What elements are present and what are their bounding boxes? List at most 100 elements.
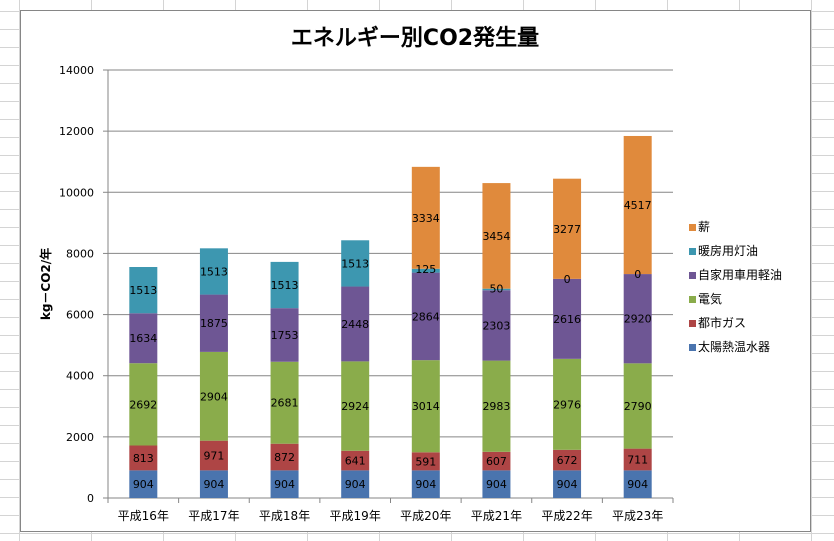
bar-segment bbox=[341, 240, 370, 287]
data-label: 3454 bbox=[482, 230, 510, 243]
data-label: 3014 bbox=[412, 400, 440, 413]
data-label: 3334 bbox=[412, 212, 440, 225]
data-label: 2448 bbox=[341, 318, 369, 331]
bar-segment bbox=[199, 294, 228, 352]
bars bbox=[129, 135, 652, 498]
bar-segment bbox=[553, 470, 582, 498]
y-axis-label: kg－CO2/年 bbox=[38, 248, 53, 320]
y-tick-label: 6000 bbox=[66, 309, 94, 322]
y-tick-label: 2000 bbox=[66, 431, 94, 444]
data-label: 904 bbox=[345, 478, 366, 491]
data-label: 1513 bbox=[271, 279, 299, 292]
bar-segment bbox=[482, 288, 511, 291]
bar-segment bbox=[199, 248, 228, 295]
x-tick-label: 平成23年 bbox=[612, 509, 663, 523]
bar-segment bbox=[129, 470, 158, 498]
data-label: 904 bbox=[557, 478, 578, 491]
bar-segment bbox=[270, 443, 299, 471]
gridlines bbox=[108, 69, 673, 438]
bar-segment bbox=[270, 361, 299, 444]
data-label: 1753 bbox=[271, 329, 299, 342]
legend-label: 都市ガス bbox=[698, 315, 746, 330]
data-label: 50 bbox=[489, 283, 503, 296]
data-label: 813 bbox=[133, 452, 154, 465]
data-label: 2924 bbox=[341, 400, 369, 413]
chart-frame[interactable]: エネルギー別CO2発生量 0 2000 4000 6000 8000 10000 12000… bbox=[20, 10, 811, 532]
y-axis: 0 2000 4000 6000 8000 10000 12000 14000 bbox=[59, 64, 109, 505]
data-label: 591 bbox=[415, 455, 436, 468]
legend-label: 太陽熱温水器 bbox=[698, 339, 770, 354]
data-label: 125 bbox=[415, 263, 436, 276]
bar-segment bbox=[129, 363, 158, 446]
legend-swatch bbox=[689, 344, 696, 351]
bar-segment bbox=[623, 363, 652, 449]
legend-swatch bbox=[689, 296, 696, 303]
data-label: 1513 bbox=[200, 265, 228, 278]
data-label: 2616 bbox=[553, 313, 581, 326]
data-label: 672 bbox=[557, 454, 578, 467]
chart-svg: エネルギー別CO2発生量 0 2000 4000 6000 8000 10000 12000… bbox=[38, 26, 782, 523]
legend-swatch bbox=[689, 248, 696, 255]
data-label: 2864 bbox=[412, 310, 440, 323]
data-label: 1875 bbox=[200, 317, 228, 330]
data-label: 2920 bbox=[624, 313, 652, 326]
data-label: 1513 bbox=[129, 284, 157, 297]
bar-segment bbox=[411, 272, 440, 361]
y-tick-label: 8000 bbox=[66, 247, 94, 260]
bar-segment bbox=[341, 361, 370, 451]
bar-segment bbox=[482, 360, 511, 452]
data-label: 971 bbox=[203, 450, 224, 463]
legend-label: 薪 bbox=[698, 220, 710, 234]
y-tick-label: 14000 bbox=[59, 64, 94, 77]
bar-segment bbox=[411, 470, 440, 498]
bar-segment bbox=[623, 135, 652, 275]
data-label: 2692 bbox=[129, 398, 157, 411]
bar-segment bbox=[482, 290, 511, 361]
data-label: 872 bbox=[274, 451, 295, 464]
y-tick-label: 12000 bbox=[59, 125, 94, 138]
bar-segment bbox=[270, 261, 299, 309]
data-label: 0 bbox=[564, 273, 571, 286]
x-tick-label: 平成20年 bbox=[400, 509, 451, 523]
bar-segment bbox=[270, 308, 299, 362]
data-label: 2303 bbox=[482, 319, 510, 332]
x-tick-label: 平成18年 bbox=[259, 509, 310, 523]
legend-label: 電気 bbox=[698, 291, 722, 306]
bar-segment bbox=[341, 470, 370, 498]
bar-segment bbox=[270, 470, 299, 498]
data-label: 2983 bbox=[482, 400, 510, 413]
data-label: 904 bbox=[203, 478, 224, 491]
bar-segment bbox=[341, 286, 370, 362]
bar-segment bbox=[199, 351, 228, 441]
data-label: 2904 bbox=[200, 390, 228, 403]
bar-segment bbox=[199, 440, 228, 471]
legend-swatch bbox=[689, 320, 696, 327]
bar-segment bbox=[129, 267, 158, 314]
data-label: 1634 bbox=[129, 332, 157, 345]
data-label: 904 bbox=[274, 478, 295, 491]
bar-segment bbox=[199, 470, 228, 498]
bar-segment bbox=[129, 445, 158, 471]
bar-segment bbox=[623, 448, 652, 471]
data-label: 711 bbox=[627, 453, 648, 466]
x-tick-label: 平成22年 bbox=[541, 509, 592, 523]
legend-label: 暖房用灯油 bbox=[698, 243, 758, 258]
data-label: 2790 bbox=[624, 400, 652, 413]
legend-swatch bbox=[689, 224, 696, 231]
bar-segment bbox=[411, 360, 440, 453]
bar-segment bbox=[623, 470, 652, 498]
y-tick-label: 4000 bbox=[66, 370, 94, 383]
x-tick-label: 平成16年 bbox=[118, 509, 169, 523]
y-tick-label: 10000 bbox=[59, 186, 94, 199]
bar-segment bbox=[553, 178, 582, 279]
data-label: 607 bbox=[486, 455, 507, 468]
legend-swatch bbox=[689, 272, 696, 279]
bar-segment bbox=[341, 450, 370, 471]
x-tick-label: 平成21年 bbox=[471, 509, 522, 523]
data-label: 0 bbox=[634, 268, 641, 281]
data-labels: 904 813 2692 1634 1513 904 971 2904 1875 1513 904 8… bbox=[129, 199, 651, 491]
data-label: 4517 bbox=[624, 199, 652, 212]
x-axis: 平成16年 平成17年 平成18年 平成19年 平成20年 平成21年 平成22年 平成23年 bbox=[107, 497, 674, 523]
data-label: 1513 bbox=[341, 257, 369, 270]
bar-segment bbox=[482, 470, 511, 498]
